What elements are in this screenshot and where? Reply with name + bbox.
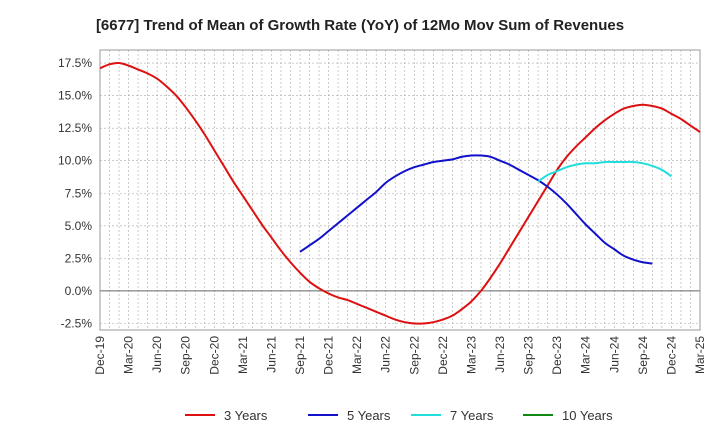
x-tick-label: Dec-22	[436, 336, 450, 375]
x-axis-ticks: Dec-19 Mar-20 Jun-20 Sep-20 Dec-20 Mar-21 Jun-…	[93, 336, 707, 375]
x-tick-label: Jun-21	[264, 336, 278, 373]
x-tick-label: Sep-23	[522, 336, 536, 375]
legend-label-5-years: 5 Years	[347, 408, 391, 423]
x-tick-label: Jun-23	[493, 336, 507, 373]
y-tick-label: 17.5%	[58, 56, 92, 70]
chart-title: [6677] Trend of Mean of Growth Rate (YoY…	[96, 17, 624, 34]
y-tick-label: 5.0%	[65, 219, 93, 233]
plot-area-frame	[99, 49, 701, 331]
x-tick-label: Dec-20	[207, 336, 221, 375]
x-tick-label: Mar-21	[236, 336, 250, 374]
series-lines	[99, 61, 701, 325]
y-axis-ticks: -2.5% 0.0% 2.5% 5.0% 7.5% 10.0% 12.5% 15.0% 17.5…	[58, 56, 92, 330]
x-tick-label: Sep-20	[179, 336, 193, 375]
y-tick-label: 12.5%	[58, 121, 92, 135]
x-tick-label: Mar-23	[464, 336, 478, 374]
x-tick-label: Dec-19	[93, 336, 107, 375]
x-tick-label: Mar-20	[122, 336, 136, 374]
x-tick-label: Mar-25	[693, 336, 707, 374]
legend: 3 Years 5 Years 7 Years 10 Years	[185, 408, 613, 423]
x-tick-label: Sep-22	[407, 336, 421, 375]
x-tick-label: Dec-24	[664, 336, 678, 375]
legend-label-3-years: 3 Years	[224, 408, 268, 423]
x-tick-label: Jun-24	[607, 336, 621, 373]
x-tick-label: Jun-20	[150, 336, 164, 373]
x-tick-label: Jun-22	[379, 336, 393, 373]
x-tick-label: Sep-24	[636, 336, 650, 375]
legend-label-7-years: 7 Years	[450, 408, 494, 423]
series-line-5-years	[299, 154, 653, 265]
x-tick-label: Dec-21	[322, 336, 336, 375]
y-tick-label: 2.5%	[65, 251, 93, 265]
series-line-7-years	[537, 160, 673, 183]
y-tick-label: 0.0%	[65, 284, 93, 298]
x-tick-label: Dec-23	[550, 336, 564, 375]
x-tick-label: Mar-24	[579, 336, 593, 374]
x-tick-label: Mar-22	[350, 336, 364, 374]
y-tick-label: 15.0%	[58, 89, 92, 103]
series-line-3-years	[99, 61, 701, 325]
legend-label-10-years: 10 Years	[562, 408, 613, 423]
y-tick-label: 7.5%	[65, 186, 93, 200]
grid-lines	[99, 50, 701, 330]
y-tick-label: -2.5%	[61, 316, 93, 330]
y-tick-label: 10.0%	[58, 154, 92, 168]
x-tick-label: Sep-21	[293, 336, 307, 375]
